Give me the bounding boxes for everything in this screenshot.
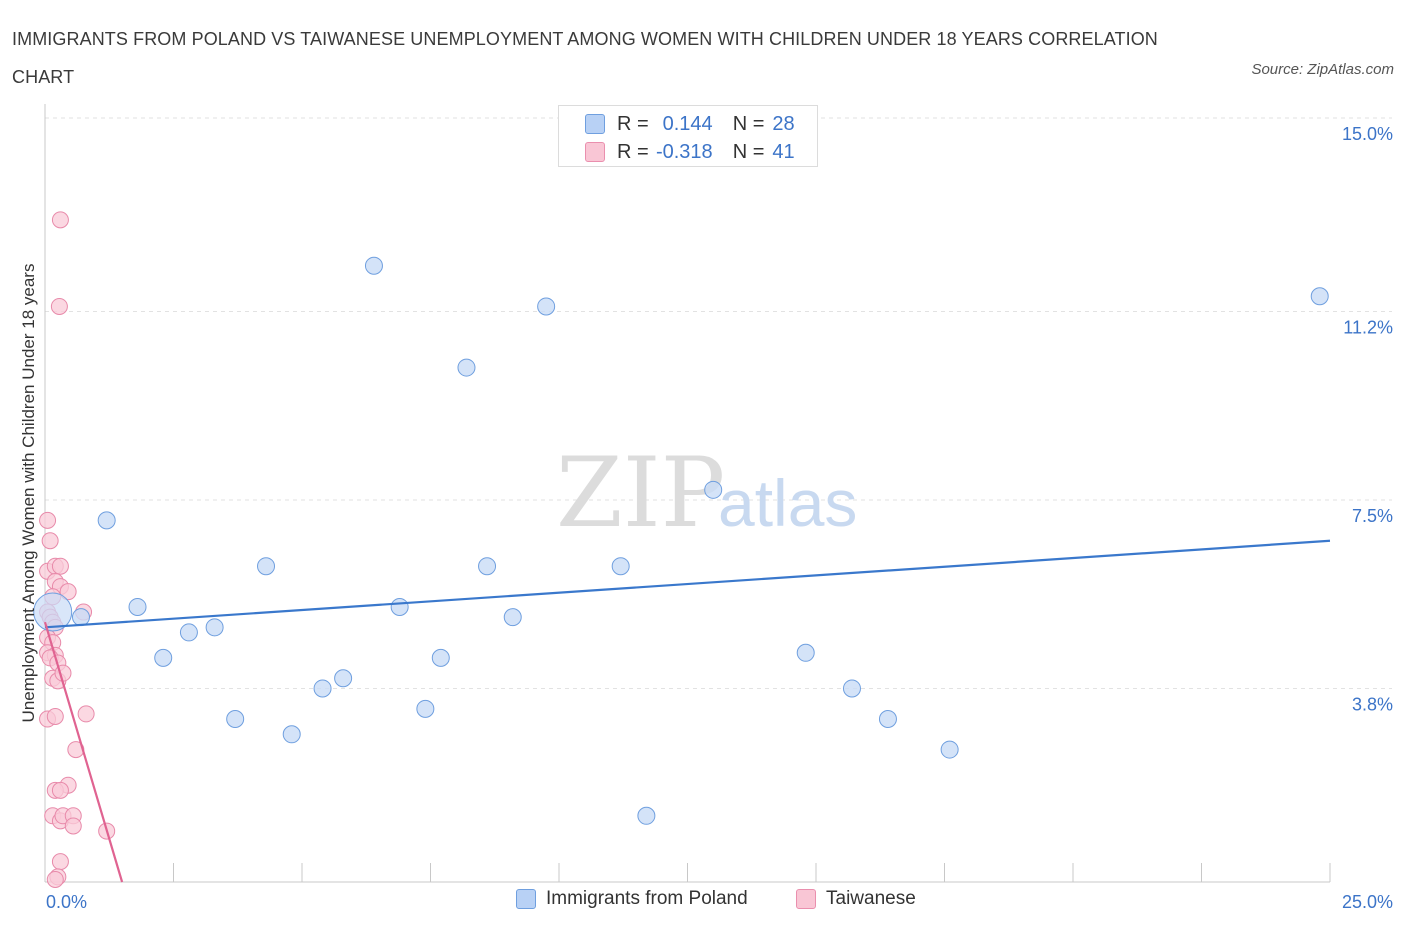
taiwanese-r-value: -0.318 (655, 140, 713, 163)
poland-point (257, 557, 276, 576)
watermark-atlas: atlas (718, 466, 857, 540)
poland-point (637, 806, 656, 825)
legend-item-poland: Immigrants from Poland (516, 888, 748, 910)
poland-point (282, 725, 301, 744)
poland-swatch (585, 114, 605, 134)
x-tick-label: 25.0% (1342, 892, 1393, 912)
taiwanese-legend-swatch (796, 889, 816, 909)
poland-n-value: 28 (772, 112, 795, 135)
poland-points (33, 256, 1329, 825)
source-label: Source: ZipAtlas.com (1251, 61, 1394, 78)
watermark-zip: ZIP (556, 437, 725, 549)
taiwanese-point (41, 532, 59, 550)
taiwanese-point (51, 853, 69, 871)
y-tick-label: 7.5% (1352, 506, 1393, 526)
taiwanese-point (59, 583, 77, 601)
poland-point (537, 297, 556, 316)
poland-point (878, 710, 897, 729)
poland-point (431, 648, 450, 667)
poland-point (226, 710, 245, 729)
x-tick-label: 0.0% (46, 892, 87, 912)
taiwanese-point (51, 557, 69, 575)
poland-point (503, 608, 522, 627)
taiwanese-points (39, 211, 116, 888)
y-tick-label: 11.2% (1343, 318, 1393, 338)
poland-point (179, 623, 198, 642)
poland-legend-swatch (516, 889, 536, 909)
n-label: N = (732, 140, 765, 163)
poland-point (334, 669, 353, 688)
poland-point (390, 597, 409, 616)
axis-labels: 3.8% 7.5% 11.2% 15.0% 0.0% 25.0% (46, 124, 1393, 912)
r-label: R = (617, 140, 649, 163)
y-tick-label: 3.8% (1352, 694, 1393, 714)
taiwanese-point (64, 817, 82, 835)
axes (44, 104, 1331, 883)
poland-point (313, 679, 332, 698)
legend-stats: R = 0.144 N = 28 R = -0.318 N = 41 (558, 105, 818, 167)
taiwanese-point (46, 707, 64, 725)
taiwanese-point (51, 211, 69, 229)
poland-point (71, 608, 90, 627)
poland-point (1310, 287, 1329, 306)
poland-trend-line (44, 539, 1331, 629)
y-tick-label: 15.0% (1342, 124, 1393, 144)
poland-point (940, 740, 959, 759)
poland-point (33, 592, 73, 632)
poland-point (97, 511, 116, 530)
taiwanese-point (51, 781, 69, 799)
poland-point (154, 648, 173, 667)
gridlines (45, 117, 1392, 689)
legend-item-taiwanese: Taiwanese (796, 888, 916, 910)
poland-point (364, 256, 383, 275)
legend-row-poland: R = 0.144 N = 28 (585, 111, 795, 137)
chart-title: IMMIGRANTS FROM POLAND VS TAIWANESE UNEM… (12, 29, 1158, 87)
poland-point (796, 643, 815, 662)
taiwanese-legend-label: Taiwanese (826, 888, 916, 909)
taiwanese-point (39, 511, 57, 529)
poland-point (842, 679, 861, 698)
taiwanese-trend-line (43, 621, 124, 883)
taiwanese-n-value: 41 (772, 140, 795, 163)
poland-legend-label: Immigrants from Poland (546, 888, 748, 909)
taiwanese-point (77, 705, 95, 723)
taiwanese-point (50, 297, 68, 315)
poland-point (704, 480, 723, 499)
poland-point (128, 597, 147, 616)
taiwanese-swatch (585, 142, 605, 162)
y-axis-label: Unemployment Among Women with Children U… (19, 264, 38, 723)
poland-point (205, 618, 224, 637)
poland-point (457, 358, 476, 377)
poland-point (611, 557, 630, 576)
taiwanese-point (46, 870, 64, 888)
n-label: N = (732, 112, 765, 135)
r-label: R = (617, 112, 649, 135)
poland-point (416, 699, 435, 718)
poland-point (478, 557, 497, 576)
legend-row-taiwanese: R = -0.318 N = 41 (585, 139, 795, 165)
trend-lines (43, 539, 1331, 883)
poland-r-value: 0.144 (662, 112, 713, 135)
